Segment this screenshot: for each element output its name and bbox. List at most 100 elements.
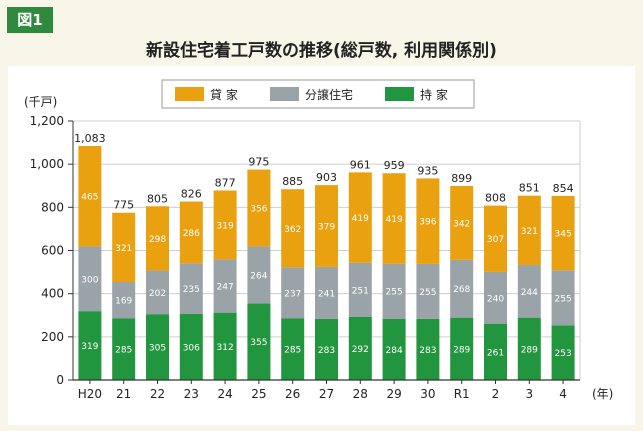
bar-segment	[78, 146, 102, 247]
segment-value-label: 321	[521, 227, 538, 237]
total-label: 961	[350, 158, 371, 171]
legend-label: 持 家	[420, 87, 448, 102]
chart-title: 新設住宅着工戸数の推移(総戸数, 利用関係別)	[146, 41, 497, 61]
segment-value-label: 342	[453, 219, 470, 229]
x-tick-label: 25	[251, 387, 266, 401]
bar-segment	[315, 266, 338, 319]
x-tick-label: 29	[386, 387, 401, 401]
segment-value-label: 286	[183, 229, 200, 239]
bar-segment	[315, 185, 338, 267]
total-label: 808	[485, 192, 506, 205]
total-label: 935	[417, 164, 438, 177]
bars: 319 300 465 1,083 285 169 321 775 305 202 298 805 30…	[74, 132, 575, 380]
segment-value-label: 244	[521, 288, 538, 298]
segment-value-label: 268	[453, 285, 470, 295]
segment-value-label: 298	[149, 235, 166, 245]
legend-label: 貸 家	[210, 87, 238, 102]
bar-segment	[179, 313, 203, 380]
bar-segment	[78, 311, 102, 380]
legend-swatch	[385, 87, 414, 101]
bar-segment	[348, 262, 372, 317]
y-tick-label: 800	[41, 200, 64, 214]
segment-value-label: 289	[521, 345, 538, 355]
bar-segment	[146, 314, 169, 380]
segment-value-label: 285	[115, 346, 132, 356]
bar-segment	[551, 325, 575, 380]
segment-value-label: 264	[250, 271, 267, 281]
bar-segment	[450, 185, 474, 260]
total-label: 877	[215, 176, 236, 189]
x-tick-label: H20	[78, 387, 102, 401]
x-tick-label: 23	[184, 387, 199, 401]
segment-value-label: 261	[487, 348, 504, 358]
y-tick-label: 0	[56, 373, 64, 387]
legend: 貸 家 分譲住宅 持 家	[161, 79, 475, 109]
segment-value-label: 285	[284, 346, 301, 356]
bar-segment	[484, 205, 507, 272]
segment-value-label: 253	[555, 349, 572, 359]
bar-segment	[281, 267, 305, 319]
bar-segment	[450, 259, 474, 318]
bar-segment	[382, 263, 406, 319]
segment-value-label: 255	[386, 288, 403, 298]
x-tick-label: 28	[353, 387, 368, 401]
segment-value-label: 202	[149, 289, 166, 299]
legend-swatch	[175, 87, 204, 101]
bar-segment	[78, 246, 102, 312]
bar-segment	[416, 178, 440, 264]
bar-segment	[517, 317, 541, 380]
y-tick-label: 600	[41, 244, 64, 258]
legend-box	[161, 79, 475, 109]
x-tick-label: 26	[285, 387, 300, 401]
total-label: 775	[113, 199, 134, 212]
y-tick-label: 1,200	[30, 114, 64, 128]
segment-value-label: 321	[115, 244, 132, 254]
total-label: 851	[519, 182, 540, 195]
bar-segment	[551, 270, 575, 326]
bar-segment	[281, 189, 305, 268]
total-label: 854	[553, 182, 574, 195]
segment-value-label: 240	[487, 294, 504, 304]
bar-segment	[348, 172, 372, 263]
bar-segment	[484, 271, 507, 324]
segment-value-label: 247	[217, 283, 234, 293]
segment-value-label: 356	[250, 204, 267, 214]
x-tick-label: 4	[559, 387, 567, 401]
total-label: 1,083	[74, 132, 106, 145]
total-label: 899	[451, 172, 472, 185]
bar-segment	[179, 201, 203, 264]
x-tick-label: 21	[116, 387, 131, 401]
segment-value-label: 255	[555, 294, 572, 304]
bar-segment	[213, 190, 237, 260]
bar-segment	[112, 318, 136, 380]
bar-segment	[247, 169, 271, 247]
bar-segment	[146, 270, 169, 315]
segment-value-label: 307	[487, 235, 504, 245]
segment-value-label: 419	[386, 215, 403, 225]
bar-segment	[382, 173, 406, 264]
segment-value-label: 241	[318, 289, 335, 299]
segment-value-label: 255	[419, 288, 436, 298]
x-tick-label: 3	[525, 387, 533, 401]
segment-value-label: 284	[386, 346, 403, 356]
bar-segment	[112, 282, 136, 319]
bar-segment	[348, 316, 372, 380]
segment-value-label: 362	[284, 225, 301, 235]
segment-value-label: 345	[555, 230, 572, 240]
total-label: 826	[181, 188, 202, 201]
x-axis-label: (年)	[592, 387, 613, 401]
segment-value-label: 465	[81, 193, 98, 203]
segment-value-label: 319	[217, 221, 234, 231]
segment-value-label: 292	[352, 345, 369, 355]
bar-segment	[517, 264, 541, 318]
segment-value-label: 379	[318, 223, 335, 233]
x-tick-label: 27	[319, 387, 334, 401]
legend-swatch	[270, 87, 299, 101]
figure-label: 図1	[7, 7, 53, 33]
x-tick-label: R1	[454, 387, 470, 401]
total-label: 959	[384, 159, 405, 172]
bar-segment	[179, 263, 203, 314]
bar-segment	[146, 206, 169, 271]
